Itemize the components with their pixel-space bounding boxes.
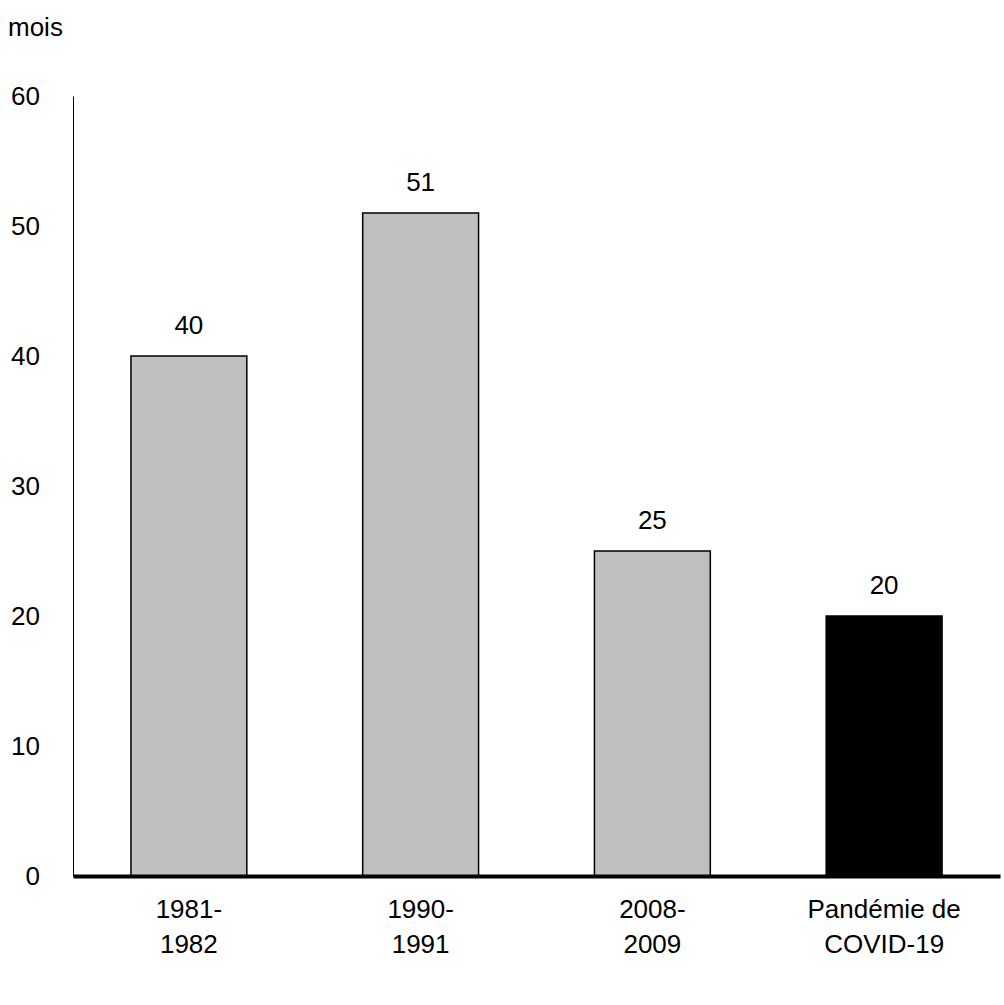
x-tick-label-line: 1982 — [160, 929, 218, 959]
y-tick: 10 — [11, 731, 73, 761]
data-label: 25 — [638, 505, 667, 535]
bars — [131, 213, 942, 876]
x-tick-label: 2008- 2009 — [619, 894, 686, 959]
y-tick-label: 30 — [11, 471, 40, 501]
bar — [594, 551, 710, 876]
x-tick-label: Pandémie de COVID-19 — [808, 894, 961, 959]
x-tick-label-line: 2008- — [619, 894, 686, 924]
y-tick-label: 10 — [11, 731, 40, 761]
x-tick-label-line: Pandémie de — [808, 894, 961, 924]
x-tick-label: 1990- 1991 — [387, 894, 454, 959]
x-tick: 1981- 1982 — [156, 876, 223, 959]
x-tick-label-line: 1991 — [392, 929, 450, 959]
x-tick-label-line: 1990- — [387, 894, 454, 924]
x-axis: 1981- 1982 1990- 1991 2008- 2009 Pandémie de CO… — [74, 876, 1001, 959]
x-tick-label-line: COVID-19 — [824, 929, 944, 959]
x-axis-line — [74, 875, 1001, 879]
x-tick: Pandémie de COVID-19 — [808, 876, 961, 959]
x-tick-label-line: 2009 — [623, 929, 681, 959]
x-tick-label: 1981- 1982 — [156, 894, 223, 959]
y-tick: 40 — [11, 341, 73, 371]
data-label: 51 — [406, 167, 435, 197]
y-tick-label: 0 — [26, 861, 40, 891]
y-tick: 50 — [11, 211, 73, 241]
data-label: 40 — [174, 310, 203, 340]
x-tick: 2008- 2009 — [619, 876, 686, 959]
y-tick-label: 40 — [11, 341, 40, 371]
y-axis-line — [73, 97, 74, 877]
data-label: 20 — [870, 570, 899, 600]
y-axis: 0 10 20 30 40 50 60 — [11, 81, 73, 891]
y-tick: 20 — [11, 601, 73, 631]
y-tick: 0 — [26, 861, 73, 891]
x-tick-label-line: 1981- — [156, 894, 223, 924]
bar — [363, 213, 479, 876]
y-tick: 30 — [11, 471, 73, 501]
y-tick-label: 20 — [11, 601, 40, 631]
y-axis-title: mois — [8, 12, 63, 42]
x-tick: 1990- 1991 — [387, 876, 454, 959]
data-labels: 40 51 25 20 — [174, 167, 898, 600]
bar — [826, 616, 942, 876]
y-tick-label: 50 — [11, 211, 40, 241]
y-tick-label: 60 — [11, 81, 40, 111]
y-tick: 60 — [11, 81, 73, 111]
bar — [131, 356, 247, 876]
